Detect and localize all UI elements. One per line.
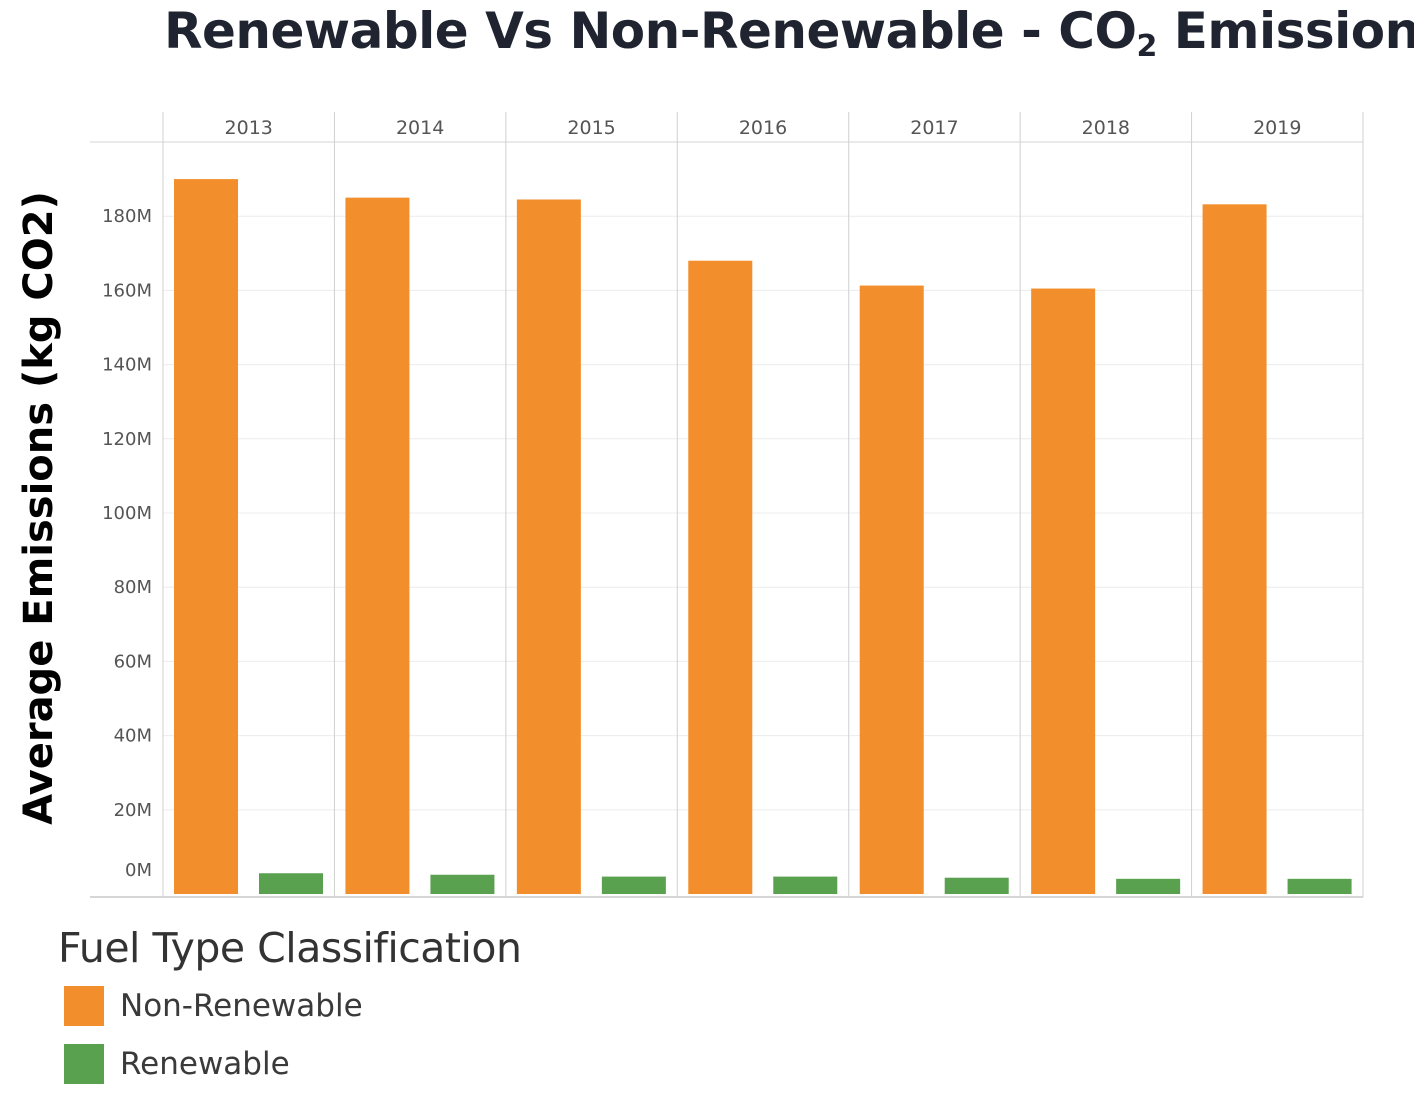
legend-label-renewable: Renewable [120,1046,290,1082]
legend-item-non-renewable[interactable]: Non-Renewable [58,986,521,1026]
year-header-label: 2014 [396,117,444,139]
bar-renewable [259,873,323,895]
gridlines [163,215,1363,811]
y-tick-label: 0M [125,860,152,881]
bar-renewable [773,876,838,895]
legend-swatch-renewable [64,1044,104,1084]
bar-non-renewable [174,179,238,895]
year-header-label: 2019 [1253,117,1301,139]
chart-title-main: Renewable Vs Non-Renewable - CO [164,2,1137,60]
year-headers: 2013 2014 2015 2016 2017 2018 2019 [225,117,1302,139]
bars [174,179,1352,895]
chart-title-subscript: 2 [1136,29,1157,64]
legend: Fuel Type Classification Non-Renewable R… [58,924,522,1102]
legend-label-non-renewable: Non-Renewable [120,988,363,1024]
legend-item-renewable[interactable]: Renewable [58,1044,521,1084]
bar-renewable [1116,878,1181,895]
year-header-label: 2017 [910,117,958,139]
y-tick-label: 100M [102,503,152,524]
bar-renewable [430,874,495,895]
chart-title: Renewable Vs Non-Renewable - CO2 Emissio… [164,2,1414,64]
bar-non-renewable [1031,288,1096,895]
legend-swatch-non-renewable [64,986,104,1026]
y-tick-label: 120M [102,429,152,450]
bar-renewable [1287,878,1352,895]
bar-renewable [944,877,1009,895]
year-header-label: 2013 [225,117,273,139]
chart-frame [90,112,1364,898]
bar-non-renewable [345,197,410,895]
bar-non-renewable [1202,204,1267,895]
bar-non-renewable [688,260,753,895]
y-tick-label: 180M [102,206,152,227]
year-header-label: 2016 [739,117,787,139]
year-header-label: 2018 [1082,117,1130,139]
y-axis-ticks: 0M 20M 40M 60M 80M 100M 120M 140M 160M 180M [102,206,152,881]
bar-chart: 2013 2014 2015 2016 2017 2018 2019 0M 20M 40M 60M… [16,112,1364,898]
y-tick-label: 140M [102,355,152,376]
y-tick-label: 160M [102,280,152,301]
legend-title: Fuel Type Classification [58,924,522,972]
y-tick-label: 20M [114,800,152,821]
bar-non-renewable [859,285,924,895]
y-axis-label: Average Emissions (kg CO2) [16,191,62,825]
y-tick-label: 80M [114,577,152,598]
bar-non-renewable [516,199,581,895]
y-tick-label: 40M [114,726,152,747]
chart-title-end: Emissions [1173,2,1414,60]
bar-renewable [601,876,666,895]
y-tick-label: 60M [114,651,152,672]
year-header-label: 2015 [567,117,615,139]
